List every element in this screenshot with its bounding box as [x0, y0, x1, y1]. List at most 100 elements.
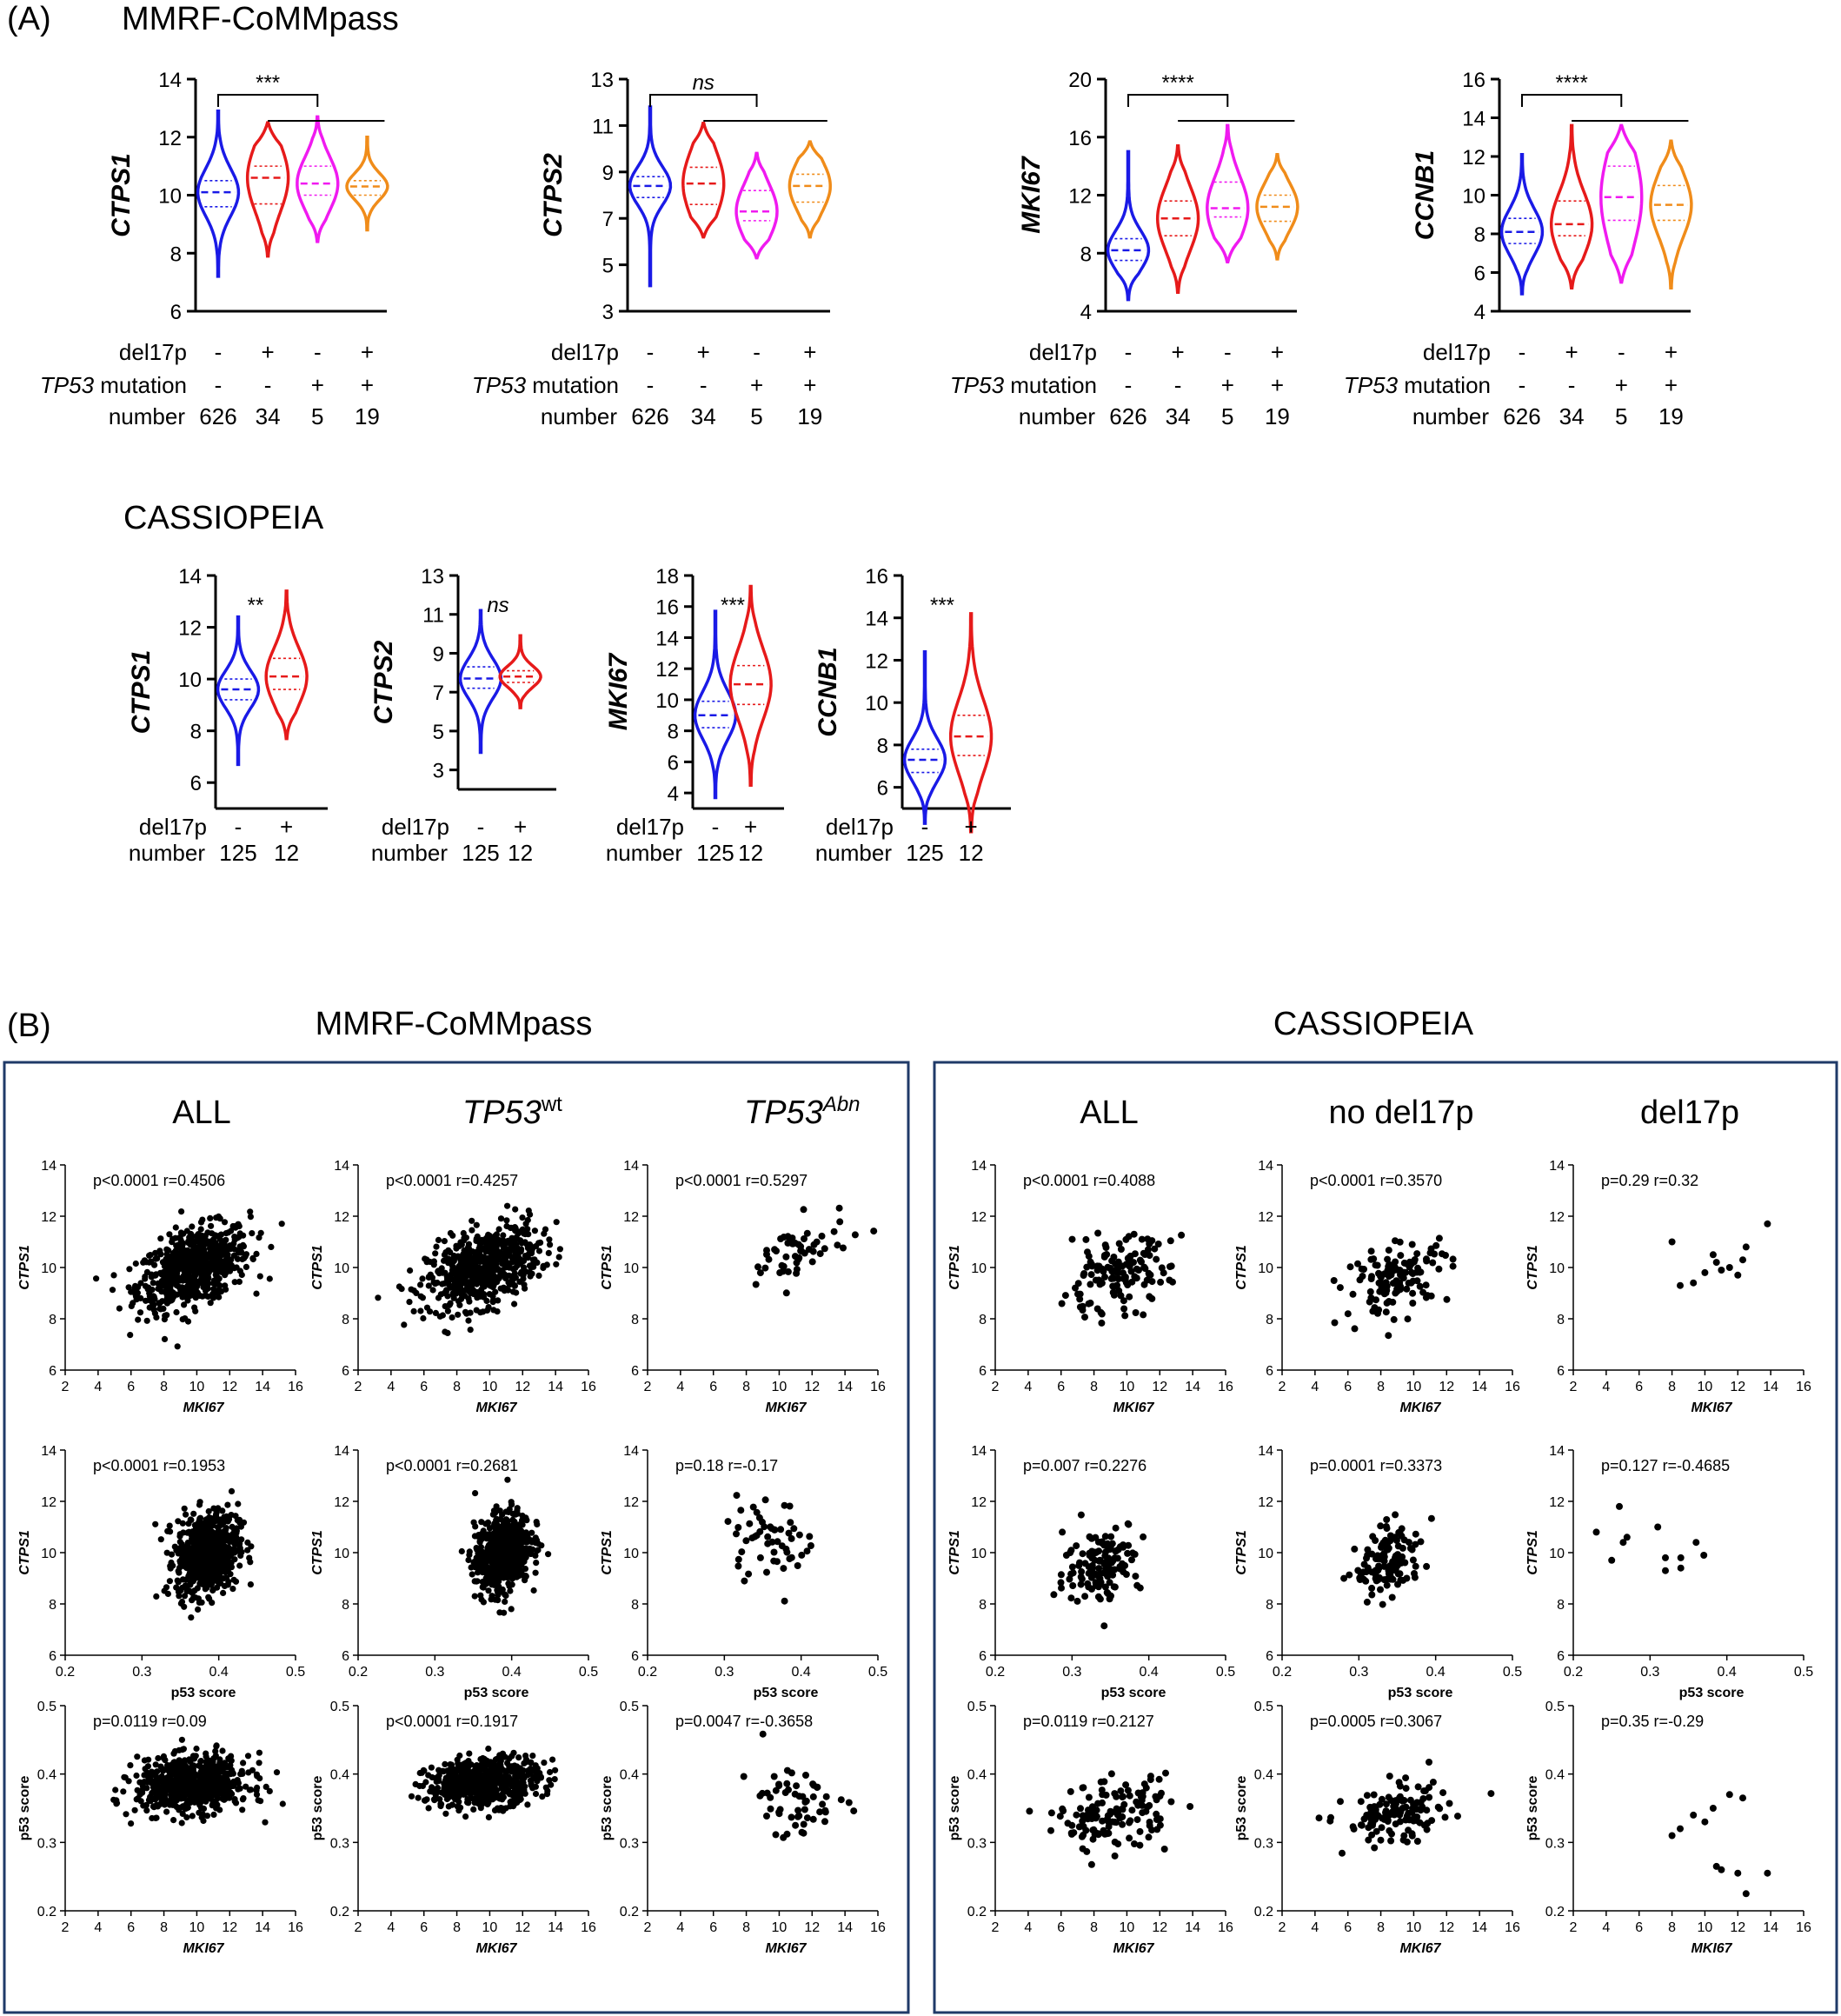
y-tick-label: 10 — [623, 1261, 639, 1276]
violin-group — [345, 136, 389, 232]
scatter-point — [425, 1805, 432, 1812]
scatter-point — [184, 1804, 191, 1811]
y-tick-label: 8 — [190, 721, 202, 744]
scatter-point — [137, 1294, 144, 1301]
row-label-tp53-mutation: TP53 mutation — [950, 372, 1097, 398]
scatter-point — [485, 1745, 492, 1753]
scatter-point — [1359, 1273, 1366, 1280]
scatter-point — [806, 1533, 814, 1540]
scatter-point — [763, 1789, 771, 1797]
scatter-point — [254, 1784, 261, 1791]
scatter-point — [476, 1560, 483, 1567]
scatter-point — [157, 1251, 164, 1258]
scatter-point — [417, 1293, 424, 1300]
x-tick-label: 10 — [189, 1920, 205, 1935]
scatter-point — [471, 1263, 479, 1270]
scatter-point — [472, 1779, 479, 1786]
scatter-point — [204, 1565, 211, 1572]
violin-shape — [1599, 123, 1644, 284]
scatter-point — [809, 1815, 817, 1823]
scatter-point — [109, 1287, 116, 1294]
scatter-point — [208, 1222, 215, 1229]
scatter-point — [273, 1769, 281, 1776]
scatter-point — [458, 1764, 465, 1771]
scatter-point — [249, 1255, 256, 1263]
scatter-point — [186, 1756, 193, 1763]
scatter-point — [518, 1268, 525, 1275]
y-tick-label: 14 — [865, 608, 888, 631]
scatter-point — [189, 1773, 196, 1780]
scatter-point — [454, 1281, 461, 1287]
scatter-point — [456, 1752, 463, 1760]
scatter-point — [499, 1544, 506, 1551]
scatter-point — [208, 1514, 215, 1522]
scatter-point — [113, 1800, 120, 1807]
x-tick-label: 0.2 — [56, 1665, 75, 1680]
x-tick-label: 2 — [1279, 1380, 1286, 1394]
scatter-point — [473, 1564, 480, 1571]
scatter-point — [488, 1267, 495, 1274]
scatter-point — [1145, 1269, 1153, 1277]
x-tick-label: 8 — [1090, 1380, 1098, 1394]
scatter-point — [1385, 1247, 1392, 1254]
scatter-point — [193, 1254, 200, 1261]
scatter-point — [462, 1760, 469, 1766]
y-tick-label: 3 — [602, 301, 614, 324]
y-tick-label: 14 — [41, 1159, 56, 1174]
violin-shape — [734, 151, 779, 260]
scatter-point — [774, 1558, 781, 1566]
violin-shape — [245, 121, 290, 258]
scatter-point — [1120, 1305, 1128, 1313]
scatter-point — [754, 1263, 761, 1271]
scatter-point — [216, 1523, 223, 1530]
scatter-point — [788, 1534, 795, 1542]
scatter-point — [244, 1753, 252, 1760]
scatter-point — [1413, 1250, 1421, 1258]
y-axis-label: CTPS2 — [369, 640, 398, 724]
scatter-point — [208, 1559, 215, 1567]
correlation-annotation: p<0.0001 r=0.1917 — [386, 1713, 518, 1730]
scatter-point — [775, 1808, 783, 1816]
scatter-point — [783, 1830, 791, 1838]
violin-shape — [1106, 150, 1151, 302]
scatter-point — [482, 1766, 488, 1773]
scatter-point — [1098, 1319, 1106, 1327]
scatter-point — [497, 1215, 505, 1222]
row-label-number: number — [606, 840, 682, 866]
scatter-point — [141, 1772, 148, 1779]
scatter-point — [477, 1592, 484, 1599]
x-axis-label: MKI67 — [475, 1941, 517, 1956]
scatter-point — [501, 1609, 508, 1616]
scatter-point — [216, 1215, 223, 1222]
number-value: 5 — [750, 403, 762, 429]
x-tick-label: 14 — [837, 1920, 853, 1935]
scatter-point — [425, 1282, 432, 1289]
scatter-point — [465, 1556, 472, 1564]
scatter-point — [788, 1769, 795, 1777]
scatter-point — [236, 1785, 243, 1792]
y-tick-label: 8 — [877, 735, 888, 758]
scatter-point — [1080, 1272, 1087, 1279]
tp53-value: + — [1615, 372, 1628, 398]
scatter-point — [157, 1235, 164, 1242]
violin-shape — [458, 609, 503, 755]
scatter-point — [1330, 1277, 1338, 1284]
violin-shape — [948, 612, 994, 834]
scatter-point — [189, 1239, 196, 1246]
y-tick-label: 12 — [655, 658, 679, 682]
y-axis-label: CTPS1 — [310, 1530, 325, 1575]
row-label-rest: mutation — [94, 372, 187, 398]
significance-label: **** — [1555, 71, 1587, 95]
y-tick-label: 6 — [668, 751, 679, 775]
scatter-point — [495, 1274, 503, 1281]
y-tick-label: 14 — [1462, 108, 1485, 131]
y-tick-label: 10 — [41, 1547, 56, 1561]
scatter-point — [213, 1267, 220, 1274]
scatter-point — [184, 1775, 191, 1782]
scatter-point — [471, 1800, 478, 1806]
scatter-point — [150, 1301, 157, 1308]
row-label-del17p: del17p — [826, 814, 894, 840]
scatter-point — [153, 1271, 160, 1278]
